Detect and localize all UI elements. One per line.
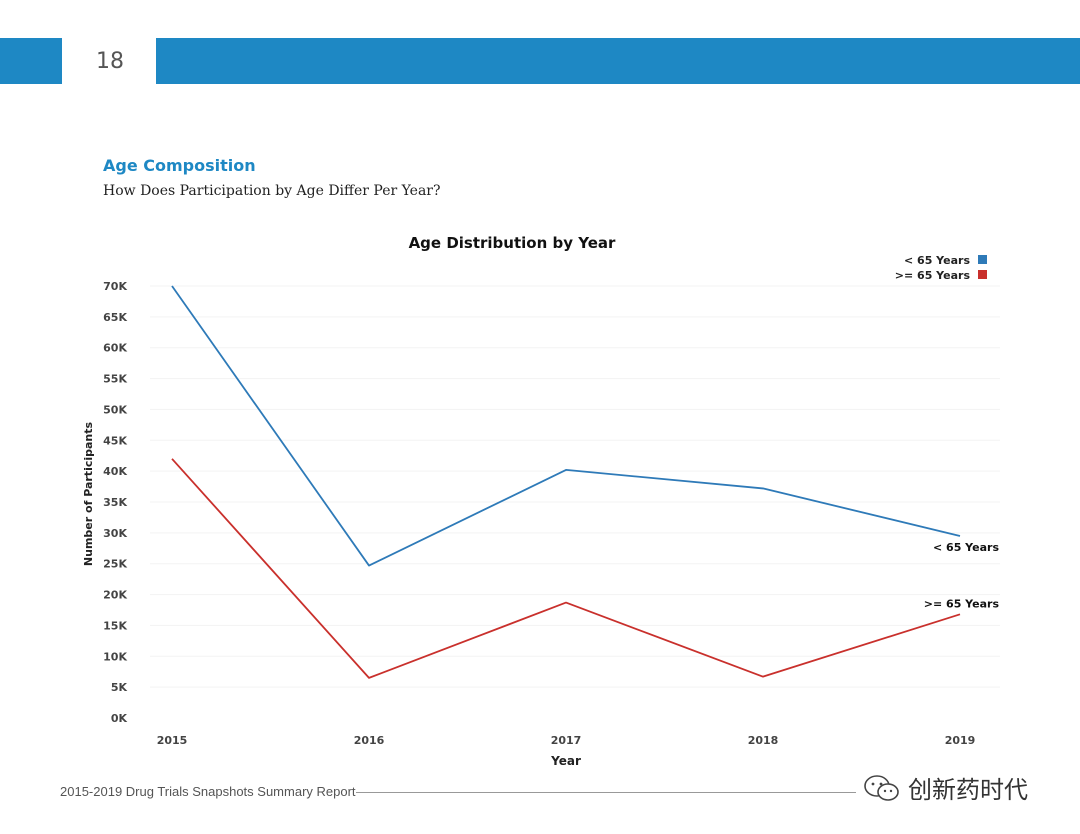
- y-tick-label: 45K: [103, 434, 127, 447]
- series-end-label: < 65 Years: [933, 541, 999, 554]
- x-tick-label: 2018: [748, 734, 779, 747]
- wechat-icon: [864, 774, 899, 801]
- watermark: 创新药时代: [862, 770, 1028, 805]
- watermark-text: 创新药时代: [908, 776, 1028, 804]
- y-tick-label: 5K: [111, 681, 128, 694]
- y-tick-label: 60K: [103, 342, 127, 355]
- section-title: Age Composition: [103, 156, 256, 175]
- header-bar-left: [0, 38, 62, 84]
- legend-swatch: [978, 255, 987, 264]
- x-tick-label: 2015: [157, 734, 188, 747]
- y-tick-label: 55K: [103, 373, 127, 386]
- x-tick-label: 2017: [551, 734, 582, 747]
- y-tick-label: 30K: [103, 527, 127, 540]
- y-tick-label: 35K: [103, 496, 127, 509]
- page-number: 18: [96, 49, 124, 74]
- x-axis-label: Year: [550, 754, 581, 768]
- legend-swatch: [978, 270, 987, 279]
- y-tick-label: 25K: [103, 558, 127, 571]
- y-tick-label: 50K: [103, 403, 127, 416]
- y-tick-label: 15K: [103, 619, 127, 632]
- chart-title: Age Distribution by Year: [409, 234, 616, 252]
- header-bar-right: [156, 38, 1080, 84]
- footer-divider: [356, 792, 856, 793]
- y-axis-label: Number of Participants: [82, 421, 95, 566]
- legend-label: >= 65 Years: [895, 269, 971, 282]
- x-tick-label: 2019: [945, 734, 976, 747]
- x-tick-label: 2016: [354, 734, 385, 747]
- series-line-over-65: [171, 458, 961, 679]
- y-tick-label: 10K: [103, 650, 127, 663]
- y-tick-label: 65K: [103, 311, 127, 324]
- y-tick-label: 20K: [103, 589, 127, 602]
- legend-label: < 65 Years: [904, 254, 970, 267]
- y-tick-label: 40K: [103, 465, 127, 478]
- footer-text: 2015-2019 Drug Trials Snapshots Summary …: [60, 784, 356, 799]
- y-tick-label: 0K: [111, 712, 128, 725]
- series-line-under-65: [171, 285, 961, 567]
- y-tick-label: 70K: [103, 280, 127, 293]
- series-end-label: >= 65 Years: [924, 597, 1000, 610]
- section-subtitle: How Does Participation by Age Differ Per…: [103, 183, 441, 199]
